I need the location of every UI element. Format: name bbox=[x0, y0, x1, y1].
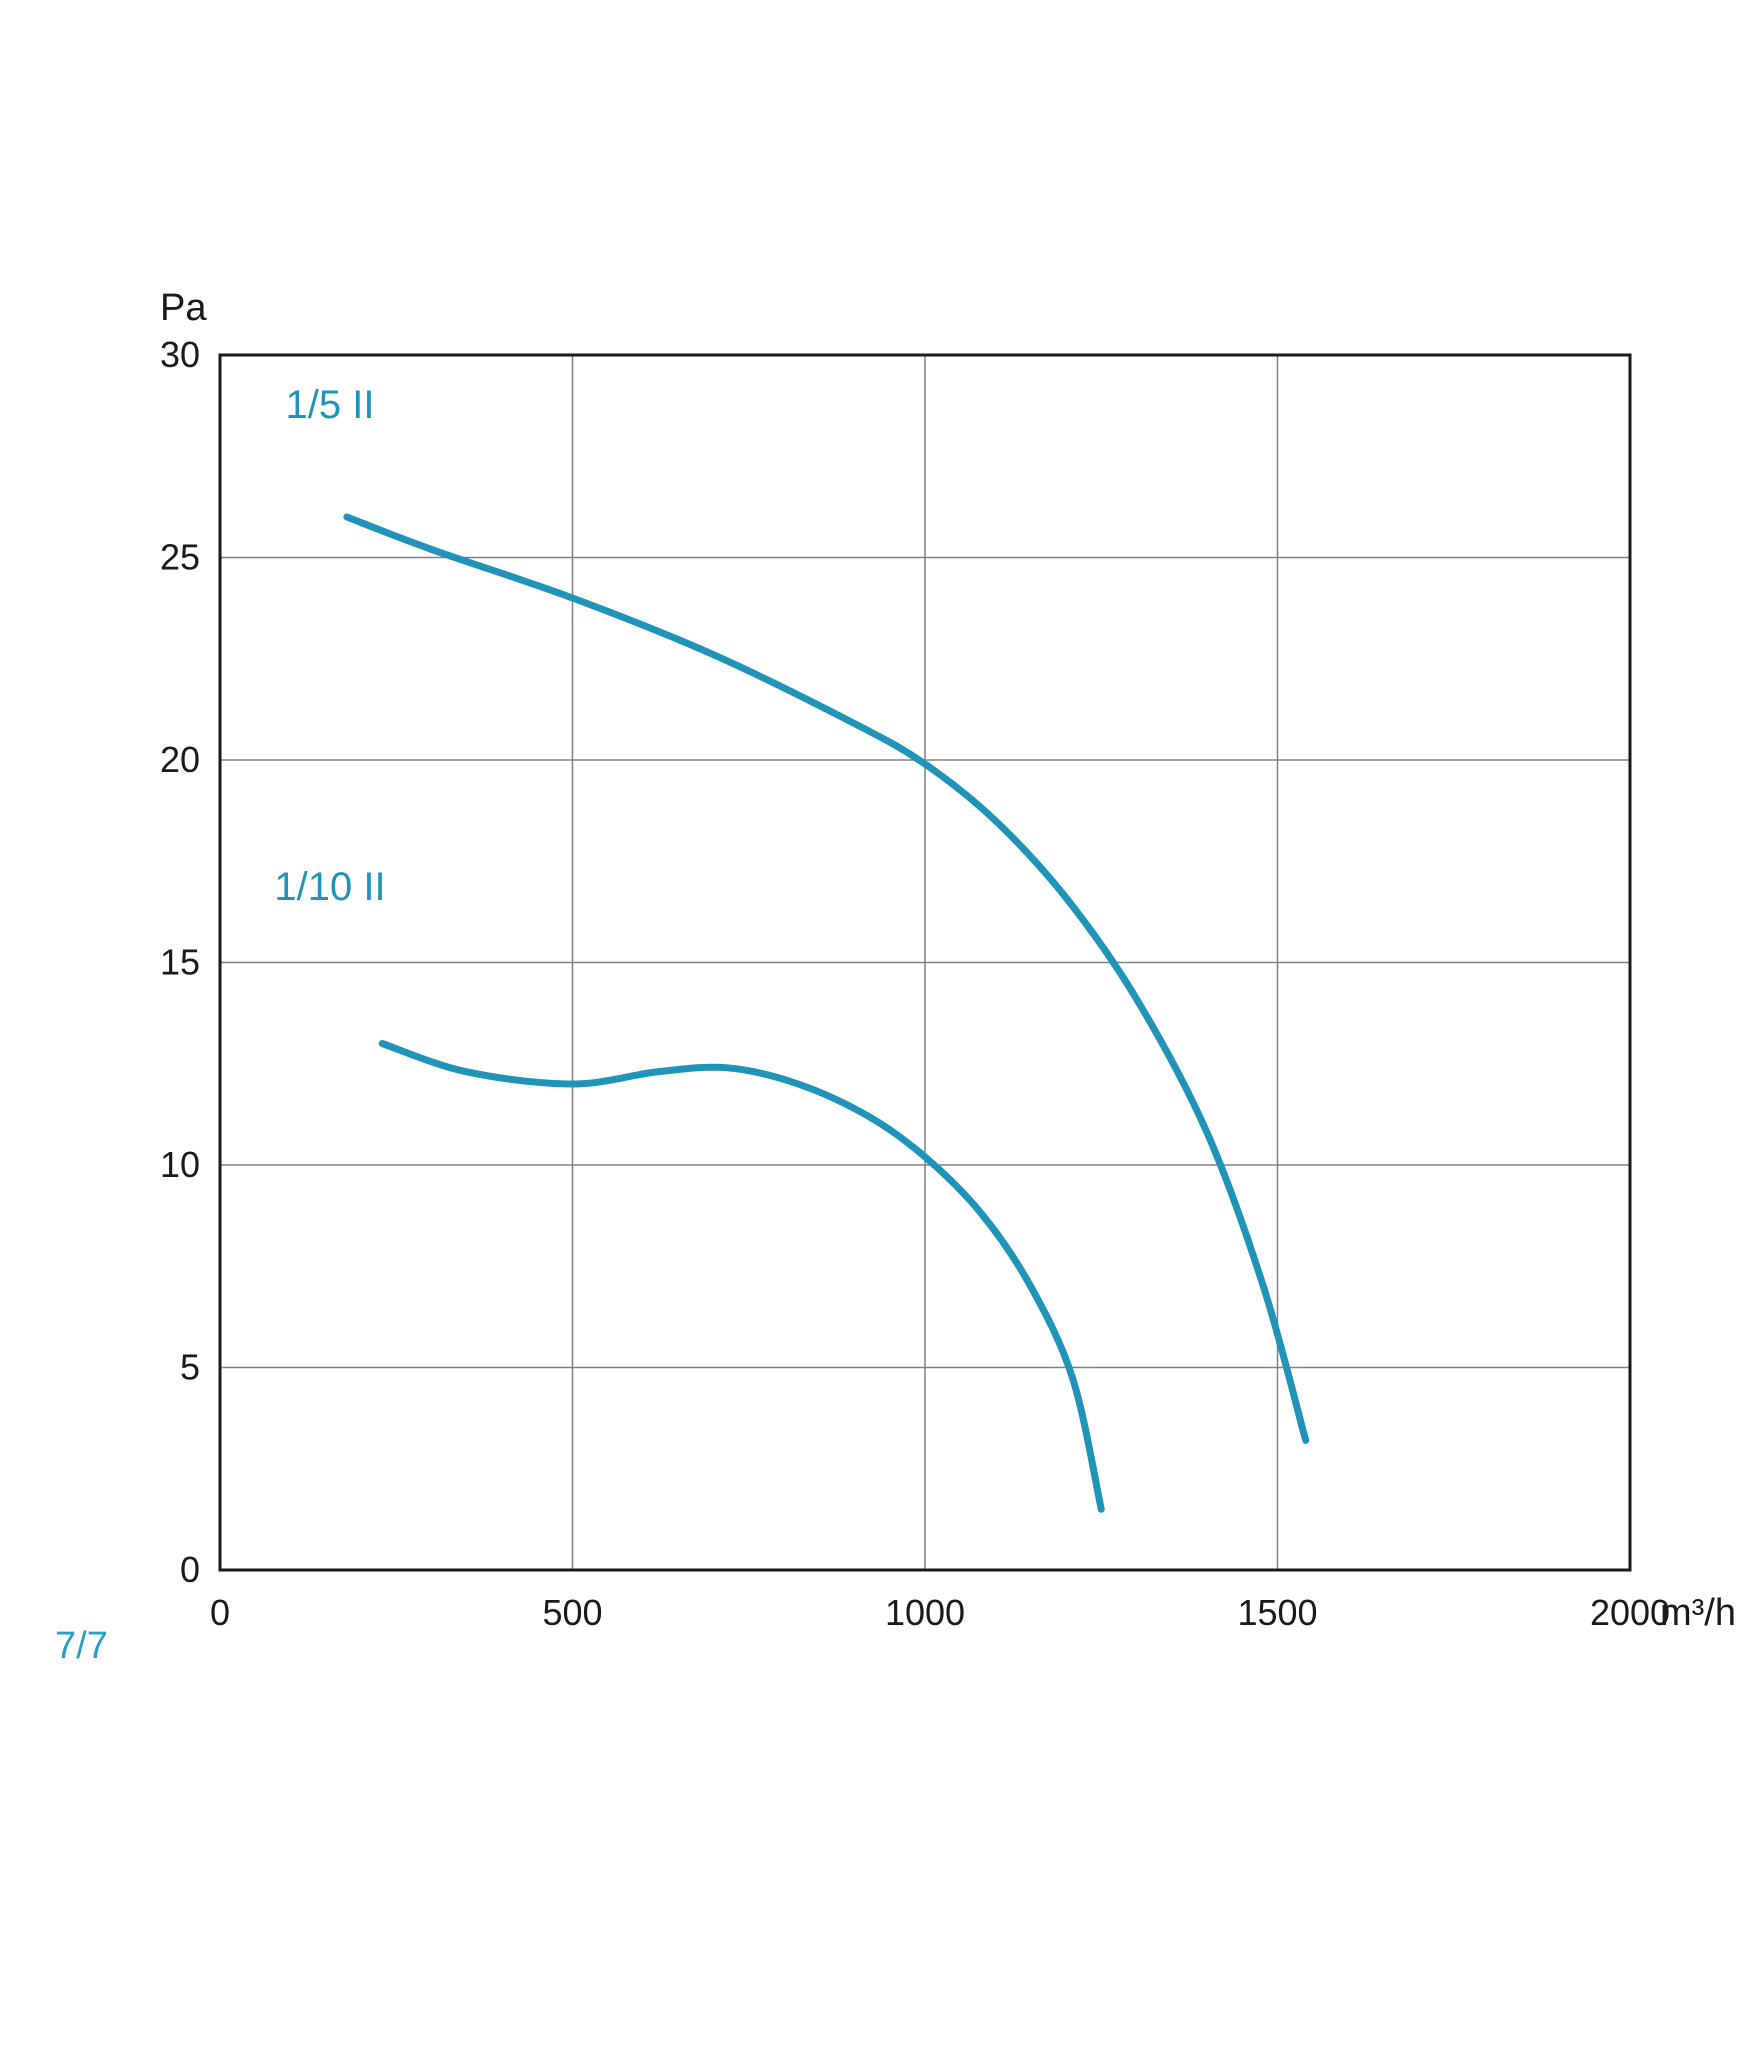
series-label: 1/5 II bbox=[286, 383, 375, 427]
chart-series-labels: 1/5 II 1/10 II bbox=[274, 383, 385, 909]
chart-series bbox=[347, 517, 1306, 1509]
series-label: 1/10 II bbox=[274, 865, 385, 909]
y-tick-label: 20 bbox=[160, 739, 200, 780]
x-tick-label: 2000 bbox=[1590, 1592, 1670, 1633]
y-tick-label: 0 bbox=[180, 1549, 200, 1590]
x-axis-label: m³/h bbox=[1660, 1592, 1736, 1634]
y-tick-label: 5 bbox=[180, 1347, 200, 1388]
x-tick-label: 0 bbox=[210, 1592, 230, 1633]
x-tick-label: 1000 bbox=[885, 1592, 965, 1633]
y-tick-label: 10 bbox=[160, 1144, 200, 1185]
page-counter: 7/7 bbox=[55, 1625, 108, 1668]
x-tick-label: 500 bbox=[542, 1592, 602, 1633]
pressure-flow-chart: 0 500 1000 1500 2000 0 5 10 15 20 25 30 Pa m³/h 1/5 … bbox=[0, 0, 1739, 2048]
y-tick-label: 15 bbox=[160, 942, 200, 983]
x-tick-label: 1500 bbox=[1237, 1592, 1317, 1633]
series-line-1/5-II bbox=[347, 517, 1306, 1440]
page: 7/7 0 500 1000 1500 2000 0 5 10 15 20 25 30 Pa m³/h … bbox=[0, 0, 1739, 2048]
y-tick-label: 25 bbox=[160, 537, 200, 578]
chart-axis-labels: Pa m³/h bbox=[160, 287, 1736, 1634]
y-tick-label: 30 bbox=[160, 334, 200, 375]
y-axis-label: Pa bbox=[160, 287, 207, 329]
chart-grid bbox=[220, 355, 1630, 1570]
series-line-1/10-II bbox=[382, 1044, 1101, 1510]
